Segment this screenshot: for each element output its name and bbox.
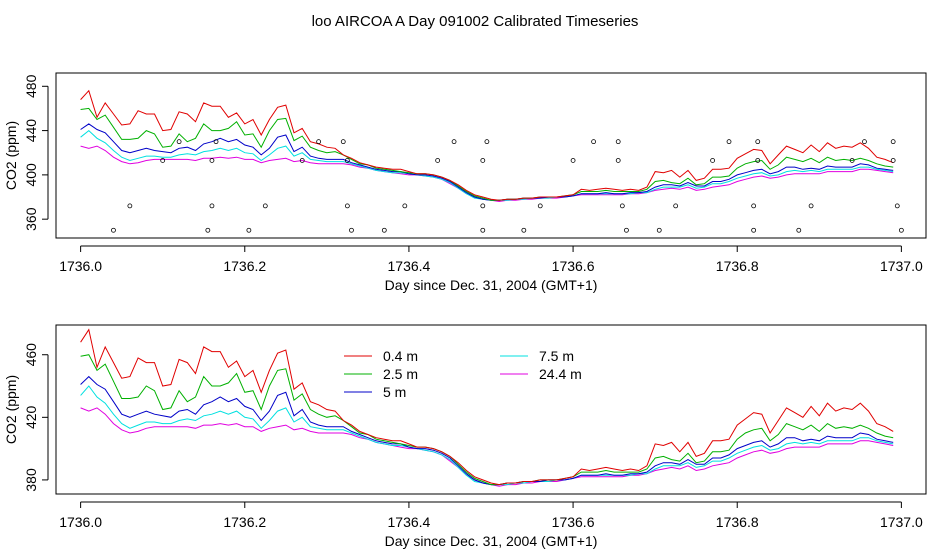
data-point-marker [381, 227, 387, 233]
x-tick-label: 1737.0 [880, 514, 923, 530]
data-point-marker [209, 203, 215, 209]
data-point-marker [176, 139, 182, 145]
y-tick-label: 420 [23, 405, 39, 429]
plot-frame [55, 72, 927, 239]
y-tick-label: 360 [23, 207, 39, 231]
data-point-marker [755, 139, 761, 145]
data-point-marker [209, 158, 215, 163]
data-point-marker [615, 158, 621, 163]
plot-frame [55, 324, 927, 495]
y-axis-label: CO2 (ppm) [3, 121, 19, 190]
data-point-marker [898, 227, 904, 233]
x-tick-label: 1736.4 [388, 514, 431, 530]
data-point-marker [402, 203, 408, 209]
y-tick-label: 440 [23, 119, 39, 143]
y-tick-label: 460 [23, 343, 39, 367]
x-tick-label: 1736.2 [223, 258, 266, 274]
data-point-marker [624, 227, 629, 233]
x-tick-label: 1736.0 [59, 258, 102, 274]
x-tick-label: 1736.8 [716, 258, 759, 274]
legend-label: 0.4 m [383, 348, 418, 364]
data-point-marker [751, 203, 757, 209]
data-point-marker [213, 139, 219, 145]
data-point-marker [755, 158, 761, 163]
data-point-marker [340, 139, 346, 145]
x-tick-label: 1736.2 [223, 514, 266, 530]
y-tick-label: 380 [23, 468, 39, 492]
data-point-marker [570, 158, 576, 163]
data-point-marker [262, 203, 268, 209]
series-line-7-5-mm [80, 385, 894, 486]
data-point-marker [484, 139, 490, 145]
data-point-marker [862, 139, 867, 145]
data-point-marker [726, 139, 732, 145]
data-point-marker [890, 139, 896, 145]
data-point-marker [894, 203, 900, 209]
legend-label: 5 m [383, 384, 406, 400]
top-panel: 1736.0 1736.2 1736.4 1736.6 1736.8 1737.0 Day … [3, 72, 927, 293]
x-tick-label: 1736.6 [552, 514, 595, 530]
legend-label: 2.5 m [383, 366, 418, 382]
data-point-marker [808, 203, 814, 209]
data-point-marker [656, 227, 662, 233]
y-axis-label: CO2 (ppm) [3, 375, 19, 444]
data-point-marker [111, 227, 116, 233]
y-tick-label: 480 [23, 74, 39, 98]
data-point-marker [796, 227, 802, 233]
legend-label: 7.5 m [539, 348, 574, 364]
data-point-marker [751, 227, 757, 233]
data-point-marker [849, 158, 855, 163]
x-tick-label: 1736.4 [388, 258, 431, 274]
series-line-5-mm [80, 375, 894, 486]
data-point-marker [673, 203, 679, 209]
data-point-marker [205, 227, 211, 233]
data-point-marker [160, 158, 166, 163]
data-point-marker [316, 139, 322, 145]
data-point-marker [451, 139, 457, 145]
legend-label: 24.4 m [539, 366, 582, 382]
series-line-2-5-mm [80, 107, 894, 201]
series-line-2-5-mm [80, 354, 894, 486]
data-point-marker [299, 158, 305, 163]
data-point-marker [349, 227, 354, 233]
data-point-marker [480, 158, 486, 163]
x-axis-label: Day since Dec. 31, 2004 (GMT+1) [385, 533, 598, 549]
data-point-marker [591, 139, 596, 145]
x-axis-label: Day since Dec. 31, 2004 (GMT+1) [385, 277, 598, 293]
data-point-marker [615, 139, 621, 145]
series-line-7-5-mm [80, 129, 894, 201]
bottom-panel: 1736.0 1736.2 1736.4 1736.6 1736.8 1737.0 Day … [3, 324, 927, 549]
legend: 0.4 m 2.5 m 5 m 7.5 m 24.4 m [344, 348, 582, 400]
x-tick-label: 1736.0 [59, 514, 102, 530]
data-point-marker [344, 203, 350, 209]
data-point-marker [890, 158, 896, 163]
data-point-marker [480, 227, 486, 233]
data-point-marker [435, 158, 441, 163]
data-point-marker [537, 203, 543, 209]
x-tick-label: 1736.6 [552, 258, 595, 274]
series-line-0-4-mm [80, 328, 894, 486]
data-point-marker [480, 203, 486, 209]
x-tick-label: 1736.8 [716, 514, 759, 530]
data-point-marker [344, 158, 350, 163]
data-point-marker [246, 227, 252, 233]
series-line-0-4-mm [80, 89, 894, 201]
data-point-marker [710, 158, 716, 163]
chart-title: loo AIRCOA A Day 091002 Calibrated Times… [312, 13, 639, 30]
data-point-marker [619, 203, 625, 209]
data-point-marker [521, 227, 527, 233]
y-tick-label: 400 [23, 163, 39, 187]
data-point-marker [127, 203, 133, 209]
x-tick-label: 1737.0 [880, 258, 923, 274]
